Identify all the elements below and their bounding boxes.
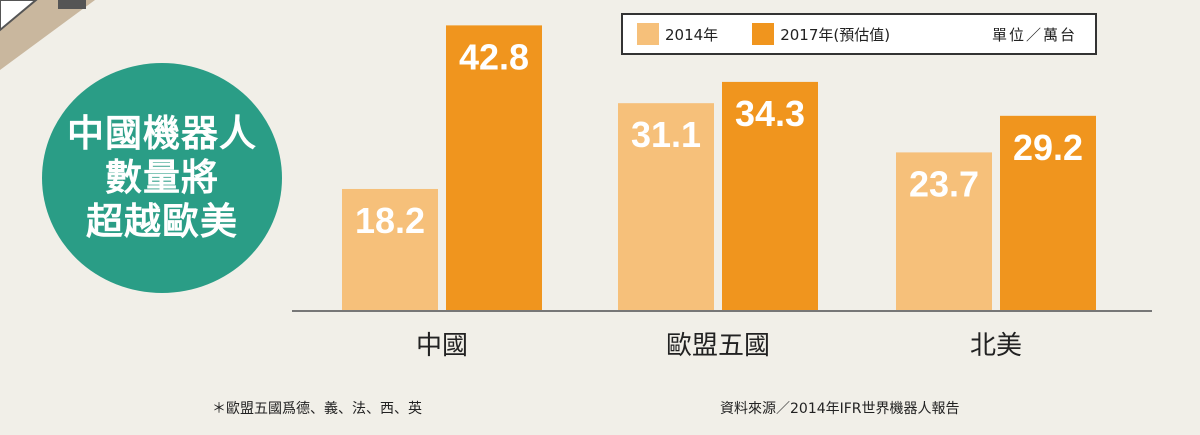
bar-2014-0 (342, 188, 438, 310)
data-label-2017-0: 42.8 (459, 36, 529, 77)
chart-bars (342, 25, 1096, 310)
legend-label-2014: 2014年 (665, 25, 719, 44)
legend-item-2017: 2017年(預估值) (752, 23, 890, 45)
bar-2017-1 (722, 81, 818, 310)
corner-decoration (0, 0, 95, 70)
data-label-2017-2: 29.2 (1013, 127, 1083, 168)
data-label-2014-1: 31.1 (631, 114, 701, 155)
footnote-source: 資料來源／2014年IFR世界機器人報告 (720, 401, 960, 417)
bar-2017-2 (1000, 115, 1096, 310)
bar-2017-0 (446, 25, 542, 310)
data-label-2014-2: 23.7 (909, 163, 979, 204)
footnote-countries: ＊歐盟五國爲德、義、法、西、英 (212, 401, 422, 417)
bar-2014-1 (618, 103, 714, 310)
category-label-1: 歐盟五國 (666, 331, 770, 361)
headline-badge: 中國機器人 數量將 超越歐美 (42, 63, 282, 293)
bar-2014-2 (896, 152, 992, 310)
legend-swatch-2014 (637, 23, 659, 45)
legend-label-2017: 2017年(預估值) (780, 25, 891, 44)
chart-data-labels: 18.2 42.8 31.1 34.3 23.7 29.2 (355, 36, 1083, 241)
headline-text: 中國機器人 數量將 超越歐美 (67, 112, 257, 243)
data-label-2014-0: 18.2 (355, 200, 425, 241)
unit-label: 單位／萬台 (991, 25, 1077, 44)
category-label-0: 中國 (416, 331, 468, 361)
data-label-2017-1: 34.3 (735, 93, 805, 134)
chart-legend: 2014年 2017年(預估值) 單位／萬台 (621, 13, 1097, 55)
legend-item-2014: 2014年 (637, 23, 718, 45)
x-axis-category-labels: 中國 歐盟五國 北美 (416, 331, 1022, 361)
category-label-2: 北美 (970, 331, 1022, 361)
legend-swatch-2017 (752, 23, 775, 45)
